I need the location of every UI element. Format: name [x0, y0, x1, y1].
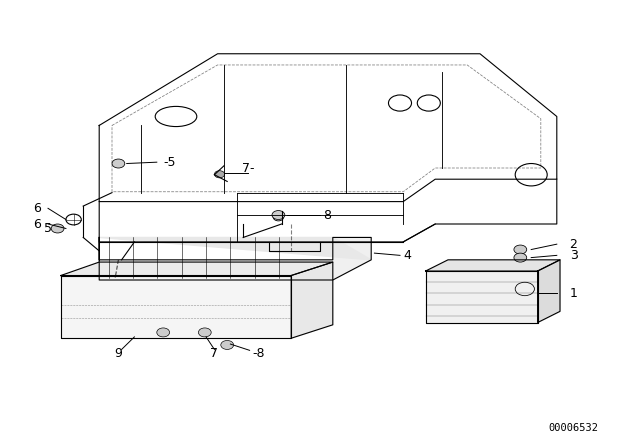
- Text: 8: 8: [323, 208, 332, 222]
- Circle shape: [198, 328, 211, 337]
- Text: 1: 1: [570, 287, 577, 300]
- Text: 6: 6: [33, 217, 41, 231]
- Polygon shape: [538, 260, 560, 323]
- Polygon shape: [291, 262, 333, 338]
- Text: 9: 9: [115, 347, 122, 361]
- Text: 2: 2: [570, 237, 577, 251]
- Text: -5: -5: [163, 155, 176, 169]
- Polygon shape: [99, 237, 371, 260]
- Text: 7-: 7-: [242, 162, 255, 176]
- Text: 6: 6: [33, 202, 41, 215]
- Circle shape: [51, 224, 64, 233]
- Polygon shape: [426, 260, 560, 271]
- Circle shape: [157, 328, 170, 337]
- Polygon shape: [61, 276, 291, 338]
- Circle shape: [272, 211, 285, 220]
- Circle shape: [221, 340, 234, 349]
- Text: 5: 5: [44, 222, 52, 235]
- Polygon shape: [426, 271, 538, 323]
- Polygon shape: [61, 262, 333, 276]
- Text: -8: -8: [253, 347, 266, 361]
- Text: 7: 7: [211, 347, 218, 361]
- Circle shape: [112, 159, 125, 168]
- Text: 4: 4: [403, 249, 411, 262]
- Text: 00006532: 00006532: [548, 423, 598, 433]
- Polygon shape: [99, 237, 371, 280]
- Circle shape: [514, 245, 527, 254]
- Text: 3: 3: [570, 249, 577, 262]
- Circle shape: [514, 253, 527, 262]
- Text: -: -: [309, 208, 314, 222]
- Circle shape: [214, 171, 225, 178]
